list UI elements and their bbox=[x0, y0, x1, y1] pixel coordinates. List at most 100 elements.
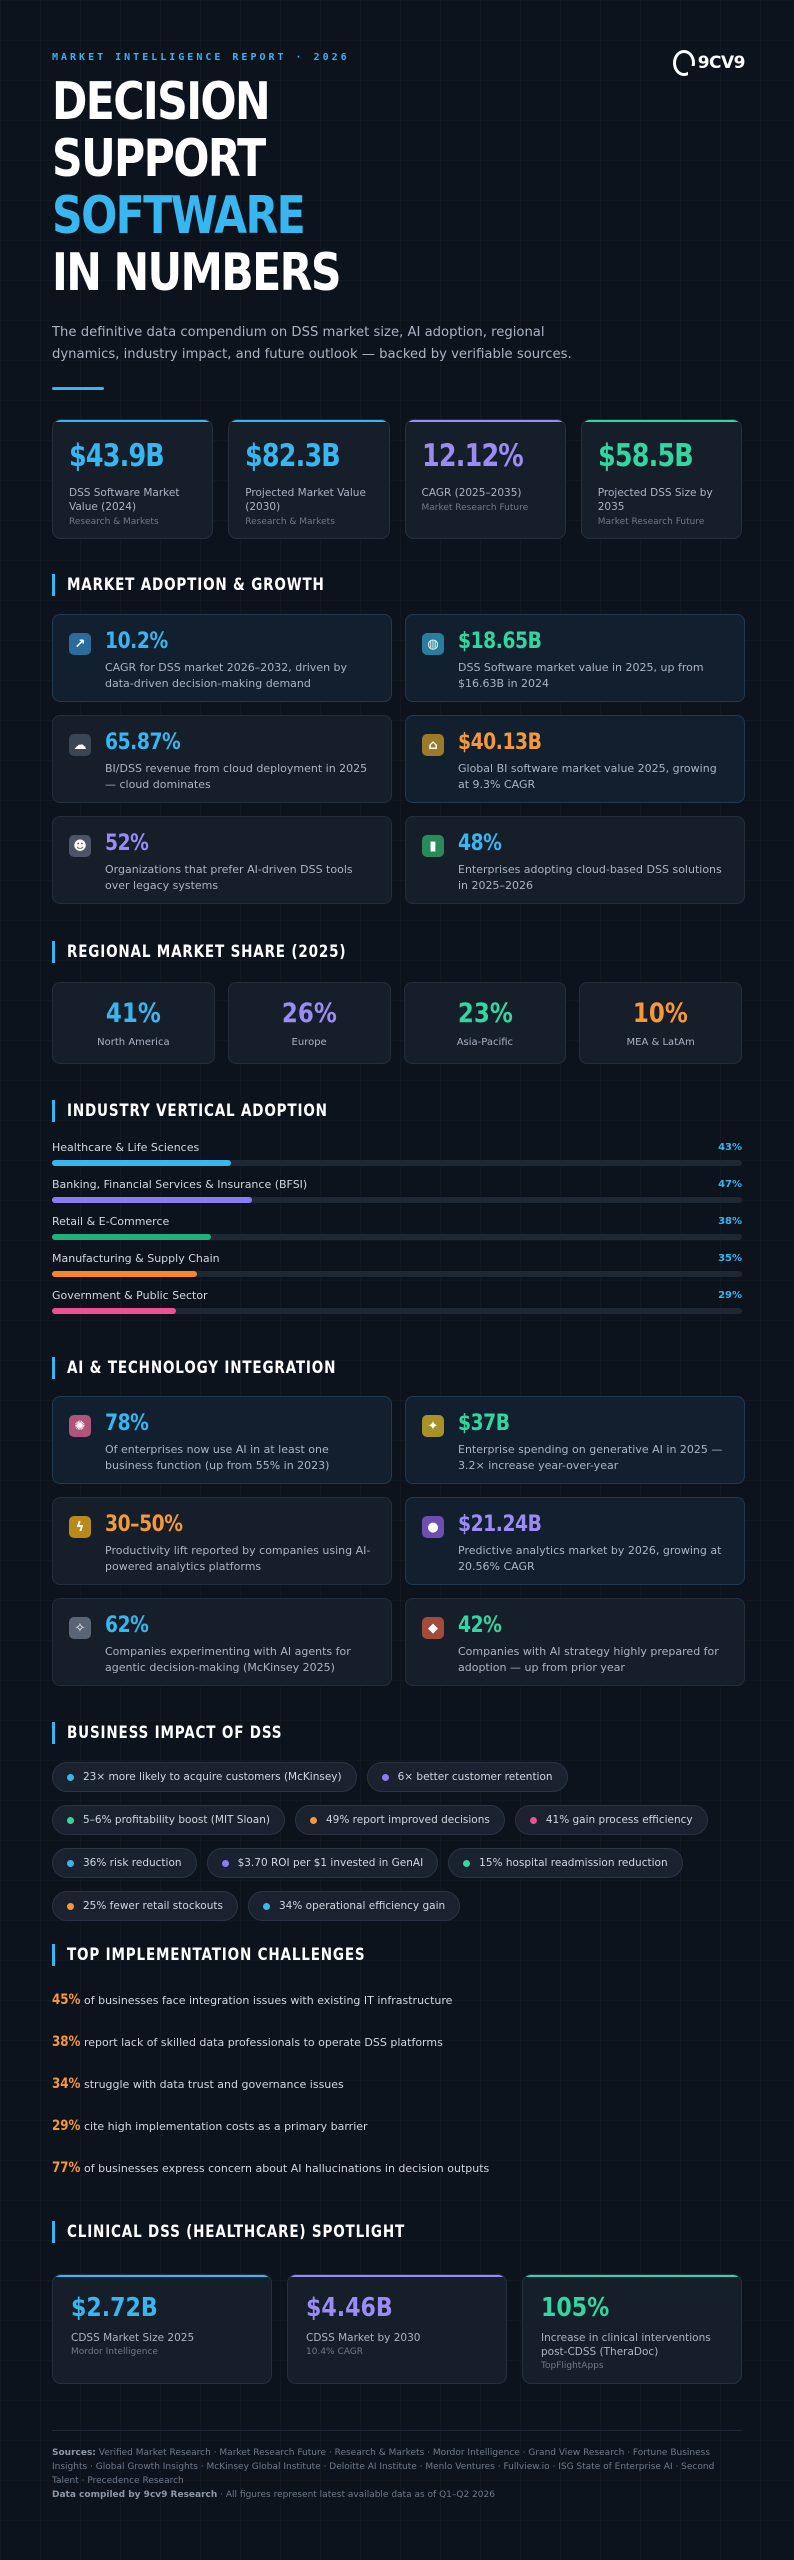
clinical-source: Mordor Intelligence bbox=[71, 2347, 158, 2357]
lightning-icon: ϟ bbox=[69, 1516, 91, 1538]
challenge-percent: 34% bbox=[52, 2076, 81, 2092]
challenge-percent: 29% bbox=[52, 2118, 81, 2134]
stat-description: DSS Software market value in 2025, up fr… bbox=[458, 661, 704, 690]
impact-pill: 36% risk reduction bbox=[52, 1848, 197, 1878]
stat-value: 30–50% bbox=[105, 1512, 183, 1537]
stat-body: 65.87% BI/DSS revenue from cloud deployme… bbox=[105, 730, 375, 802]
stat-body: $18.65B DSS Software market value in 2025… bbox=[458, 629, 728, 701]
stat-value: $21.24B bbox=[458, 1512, 542, 1537]
impact-pill: 34% operational efficiency gain bbox=[247, 1891, 461, 1921]
impact-pill: 5–6% profitability boost (MIT Sloan) bbox=[52, 1805, 285, 1835]
title-line-accent: SOFTWARE bbox=[52, 186, 306, 246]
challenge-item: 77% of businesses express concern about A… bbox=[52, 2160, 742, 2202]
impact-text: 25% fewer retail stockouts bbox=[83, 1900, 223, 1912]
impact-pill: 49% report improved decisions bbox=[295, 1805, 505, 1835]
region-name: North America bbox=[97, 1037, 170, 1048]
sources-text: Verified Market Research · Market Resear… bbox=[52, 2448, 715, 2486]
challenge-item: 34% struggle with data trust and governan… bbox=[52, 2076, 742, 2118]
robot-icon: ☻ bbox=[69, 835, 91, 857]
page-subtitle: The definitive data compendium on DSS ma… bbox=[52, 325, 572, 362]
region-card: 10% MEA & LatAm bbox=[579, 982, 742, 1064]
bullet-dot-icon bbox=[221, 1859, 229, 1867]
stat-description: Of enterprises now use AI in at least on… bbox=[105, 1443, 330, 1472]
stat-body: $21.24B Predictive analytics market by 20… bbox=[458, 1512, 728, 1584]
title-line: DECISION bbox=[52, 72, 271, 132]
kpi-label: CAGR (2025–2035) bbox=[421, 487, 522, 499]
sources-label: Sources: bbox=[52, 2448, 96, 2458]
accent-divider bbox=[52, 387, 104, 390]
challenge-percent: 77% bbox=[52, 2160, 81, 2176]
bar-track bbox=[52, 1271, 742, 1277]
industry-bar-row: Banking, Financial Services & Insurance … bbox=[52, 1178, 742, 1215]
globe-icon: ◍ bbox=[422, 633, 444, 655]
industry-label: Manufacturing & Supply Chain bbox=[52, 1252, 220, 1265]
stat-body: 30–50% Productivity lift reported by comp… bbox=[105, 1512, 375, 1584]
impact-text: 5–6% profitability boost (MIT Sloan) bbox=[83, 1814, 270, 1826]
challenge-percent: 45% bbox=[52, 1992, 81, 2008]
bar-track bbox=[52, 1234, 742, 1240]
bar-fill bbox=[52, 1271, 197, 1277]
stat-value: $40.13B bbox=[458, 730, 542, 755]
clinical-value: 105% bbox=[541, 2293, 610, 2323]
stat-card: ☁ 65.87% BI/DSS revenue from cloud deploym… bbox=[52, 715, 392, 803]
impact-pill: 41% gain process efficiency bbox=[514, 1805, 708, 1835]
region-share: 41% bbox=[105, 998, 161, 1029]
kpi-card: $58.5B Projected DSS Size by 2035 Market R… bbox=[580, 419, 742, 539]
stat-description: CAGR for DSS market 2026–2032, driven by… bbox=[105, 661, 348, 690]
bar-track bbox=[52, 1308, 742, 1314]
stat-body: $40.13B Global BI software market value 2… bbox=[458, 730, 728, 802]
industry-percent: 38% bbox=[718, 1216, 742, 1227]
stat-description: Productivity lift reported by companies … bbox=[105, 1544, 371, 1573]
challenge-text: report lack of skilled data professional… bbox=[84, 2036, 443, 2049]
stat-description: Organizations that prefer AI-driven DSS … bbox=[105, 863, 353, 892]
stat-card: ▮ 48% Enterprises adopting cloud-based DSS… bbox=[405, 816, 745, 904]
bullet-dot-icon bbox=[529, 1816, 537, 1824]
kpi-card: 12.12% CAGR (2025–2035) Market Research Fu… bbox=[404, 419, 566, 539]
region-share: 10% bbox=[633, 998, 689, 1029]
kpi-label: Projected DSS Size by 2035 bbox=[597, 487, 713, 513]
stat-description: Enterprise spending on generative AI in … bbox=[458, 1443, 723, 1472]
stat-card: ✺ 78% Of enterprises now use AI in at leas… bbox=[52, 1396, 392, 1484]
impact-text: 49% report improved decisions bbox=[326, 1814, 490, 1826]
section-heading-adoption: MARKET ADOPTION & GROWTH bbox=[52, 574, 381, 596]
region-name: MEA & LatAm bbox=[626, 1037, 695, 1048]
impact-text: 34% operational efficiency gain bbox=[278, 1900, 446, 1912]
stat-body: 52% Organizations that prefer AI-driven D… bbox=[105, 831, 375, 903]
bar-fill bbox=[52, 1308, 177, 1314]
challenge-list: 45% of businesses face integration issues… bbox=[52, 1992, 742, 2202]
kpi-source: Research & Markets bbox=[245, 517, 335, 527]
ai-grid: ✺ 78% Of enterprises now use AI in at leas… bbox=[52, 1396, 745, 1686]
industry-bar-row: Government & Public Sector 29% bbox=[52, 1289, 742, 1326]
bullet-dot-icon bbox=[67, 1816, 74, 1824]
clinical-card: 105% Increase in clinical interventions p… bbox=[522, 2274, 742, 2384]
cloud-icon: ☁ bbox=[69, 734, 91, 756]
stat-body: $37B Enterprise spending on generative AI… bbox=[458, 1411, 728, 1483]
clinical-card: $4.46B CDSS Market by 2030 10.4% CAGR bbox=[287, 2274, 507, 2384]
stat-card: ✦ $37B Enterprise spending on generative A… bbox=[405, 1396, 745, 1484]
industry-label: Retail & E-Commerce bbox=[52, 1215, 170, 1228]
bar-track bbox=[52, 1160, 742, 1166]
impact-pill: 23× more likely to acquire customers (Mc… bbox=[52, 1762, 357, 1792]
brand-logo[interactable]: 9CV9 bbox=[673, 46, 746, 80]
title-line: IN NUMBERS bbox=[52, 243, 342, 303]
logo-text: 9CV9 bbox=[697, 53, 746, 73]
region-name: Europe bbox=[291, 1037, 327, 1048]
stat-description: Enterprises adopting cloud-based DSS sol… bbox=[458, 863, 722, 892]
clinical-label: CDSS Market by 2030 bbox=[306, 2332, 421, 2344]
industry-bar-row: Retail & E-Commerce 38% bbox=[52, 1215, 742, 1252]
compiled-note: · All figures represent latest available… bbox=[217, 2490, 495, 2500]
impact-text: 6× better customer retention bbox=[397, 1771, 553, 1783]
stat-card: ◆ 42% Companies with AI strategy highly pr… bbox=[405, 1598, 745, 1686]
bullet-dot-icon bbox=[381, 1773, 389, 1781]
impact-pill: $3.70 ROI per $1 invested in GenAI bbox=[206, 1848, 439, 1878]
stat-card: ● $21.24B Predictive analytics market by 2… bbox=[405, 1497, 745, 1585]
section-heading-regional: REGIONAL MARKET SHARE (2025) bbox=[52, 941, 408, 963]
clinical-source: TopFlightApps bbox=[541, 2361, 604, 2371]
bank-icon: ⌂ bbox=[422, 734, 444, 756]
industry-percent: 35% bbox=[718, 1253, 742, 1264]
kpi-value: $82.3B bbox=[245, 438, 341, 474]
clinical-label: Increase in clinical interventions post-… bbox=[541, 2332, 711, 2358]
clinical-value: $2.72B bbox=[71, 2293, 158, 2323]
stat-body: 48% Enterprises adopting cloud-based DSS … bbox=[458, 831, 728, 903]
stat-card: ϟ 30–50% Productivity lift reported by com… bbox=[52, 1497, 392, 1585]
